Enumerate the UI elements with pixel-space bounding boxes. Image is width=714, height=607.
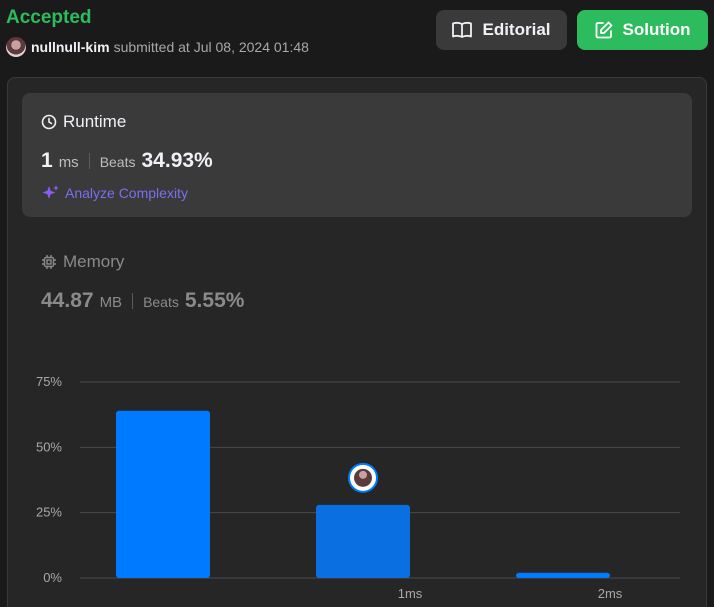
book-icon xyxy=(452,21,473,38)
divider xyxy=(88,153,90,169)
y-tick-label: 0% xyxy=(43,570,62,585)
editorial-label: Editorial xyxy=(482,20,551,39)
runtime-beats-label: Beats xyxy=(99,154,136,170)
analyze-complexity-link[interactable]: Analyze Complexity xyxy=(42,184,188,202)
solution-label: Solution xyxy=(622,20,691,39)
memory-beats-label: Beats xyxy=(143,294,179,310)
analyze-label: Analyze Complexity xyxy=(65,185,188,201)
memory-unit: MB xyxy=(99,294,123,311)
clock-icon xyxy=(41,114,57,130)
memory-beats-value: 5.55% xyxy=(184,289,245,312)
memory-metric: 44.87 MB Beats 5.55% xyxy=(41,289,244,313)
chart-bar[interactable] xyxy=(316,504,410,578)
sparkle-icon xyxy=(42,185,59,199)
runtime-metric: 1 ms Beats 34.93% xyxy=(41,149,213,173)
divider xyxy=(132,293,134,309)
submitted-time: submitted at Jul 08, 2024 01:48 xyxy=(113,39,309,55)
y-tick-label: 75% xyxy=(36,374,62,389)
runtime-title: Runtime xyxy=(41,112,126,132)
runtime-panel[interactable]: Runtime 1 ms Beats 34.93% Analyze Comple… xyxy=(22,93,692,217)
chart-bar[interactable] xyxy=(516,572,610,578)
memory-title[interactable]: Memory xyxy=(41,252,124,272)
chart-bar[interactable] xyxy=(116,410,210,578)
user-avatar-face xyxy=(359,470,367,479)
memory-value: 44.87 xyxy=(41,289,94,312)
avatar[interactable] xyxy=(6,37,26,57)
username-link[interactable]: nullnull-kim xyxy=(31,39,110,55)
x-tick-label: 2ms xyxy=(598,586,623,601)
runtime-distribution-chart[interactable]: 75% 50% 25% 0% 1ms 2ms xyxy=(0,360,714,607)
solution-button[interactable]: Solution xyxy=(577,10,708,50)
y-tick-label: 25% xyxy=(36,505,62,520)
y-tick-label: 50% xyxy=(36,439,62,454)
edit-icon xyxy=(595,21,612,39)
runtime-beats-value: 34.93% xyxy=(141,149,213,172)
submitter-line: nullnull-kim submitted at Jul 08, 2024 0… xyxy=(6,37,309,57)
chip-icon xyxy=(42,255,56,269)
memory-label: Memory xyxy=(63,252,125,271)
runtime-value: 1 xyxy=(41,149,53,172)
status-accepted: Accepted xyxy=(6,7,92,28)
runtime-unit: ms xyxy=(58,154,79,171)
editorial-button[interactable]: Editorial xyxy=(436,10,567,50)
x-tick-label: 1ms xyxy=(398,586,423,601)
runtime-label: Runtime xyxy=(63,112,127,131)
